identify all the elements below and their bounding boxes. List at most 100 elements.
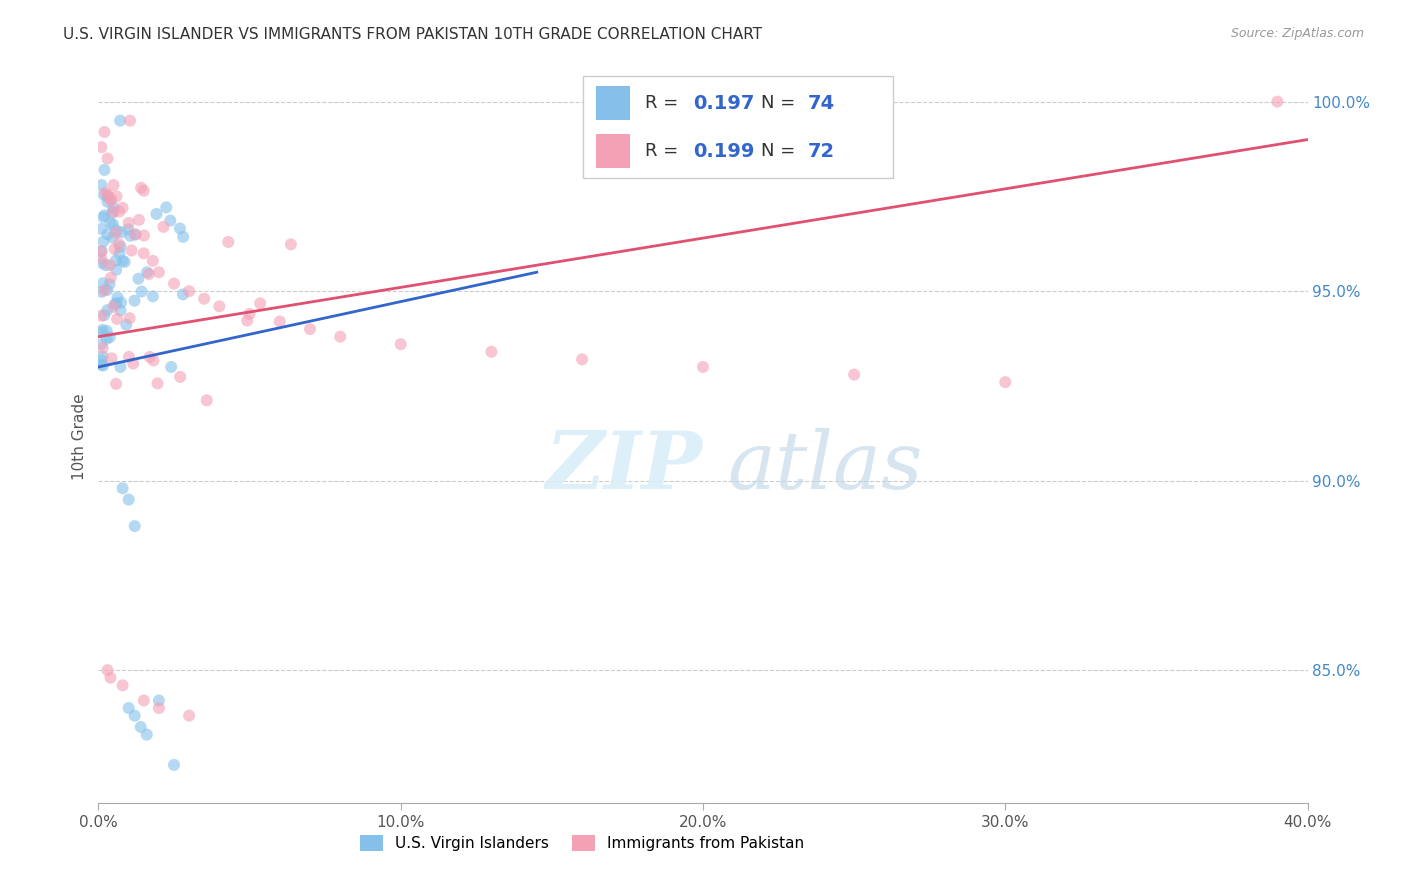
Point <box>96 189 118 203</box>
Point <box>145 207 167 221</box>
Point <box>118 701 141 715</box>
Point <box>148 701 170 715</box>
Point <box>217 235 239 249</box>
Legend: U.S. Virgin Islanders, Immigrants from Pakistan: U.S. Virgin Islanders, Immigrants from P… <box>354 830 810 857</box>
Point <box>96 303 118 318</box>
Point <box>110 225 132 239</box>
Point <box>118 311 141 326</box>
Point <box>152 219 174 234</box>
Point <box>93 125 115 139</box>
Point <box>96 332 118 346</box>
Point <box>105 189 128 203</box>
Point <box>110 303 132 318</box>
Point <box>96 283 118 297</box>
Text: 0.197: 0.197 <box>693 94 755 112</box>
Point <box>136 265 159 279</box>
Point <box>111 678 134 692</box>
Point <box>239 307 262 321</box>
Point <box>93 162 115 177</box>
Point <box>90 309 112 323</box>
FancyBboxPatch shape <box>583 76 893 178</box>
Point <box>132 246 155 260</box>
Point <box>91 277 114 291</box>
Point <box>91 359 114 373</box>
Point <box>93 187 115 202</box>
Point <box>128 213 150 227</box>
Point <box>142 289 165 303</box>
Point <box>91 341 114 355</box>
Text: 0.199: 0.199 <box>693 142 755 161</box>
Point <box>121 244 143 258</box>
Point <box>107 290 129 304</box>
Point <box>142 253 165 268</box>
Text: R =: R = <box>645 94 685 112</box>
Point <box>844 368 866 382</box>
Point <box>108 113 131 128</box>
Point <box>96 194 118 209</box>
Text: U.S. VIRGIN ISLANDER VS IMMIGRANTS FROM PAKISTAN 10TH GRADE CORRELATION CHART: U.S. VIRGIN ISLANDER VS IMMIGRANTS FROM … <box>63 27 762 42</box>
Point <box>148 693 170 707</box>
Point <box>101 218 124 232</box>
Point <box>195 393 218 408</box>
Point <box>132 693 155 707</box>
Point <box>208 299 231 313</box>
Point <box>91 323 114 337</box>
Bar <box>596 87 630 120</box>
Text: R =: R = <box>645 142 685 161</box>
Point <box>169 221 191 235</box>
Point <box>179 708 201 723</box>
Point <box>129 720 152 734</box>
Point <box>96 324 118 338</box>
Point <box>692 359 714 374</box>
Point <box>139 350 162 364</box>
Point <box>100 216 122 230</box>
Point <box>148 265 170 279</box>
Point <box>249 296 271 310</box>
Point <box>93 284 115 298</box>
Point <box>91 350 114 364</box>
Point <box>389 337 412 351</box>
Point <box>329 329 352 343</box>
Point <box>90 252 112 266</box>
Point <box>101 205 124 219</box>
Point <box>172 287 194 301</box>
Point <box>193 292 215 306</box>
Point <box>118 216 141 230</box>
Point <box>115 318 138 332</box>
Point <box>132 228 155 243</box>
Point <box>111 481 134 495</box>
Point <box>108 246 131 260</box>
Point <box>146 376 169 391</box>
Text: N =: N = <box>762 142 801 161</box>
Point <box>108 237 131 252</box>
Point <box>96 227 118 242</box>
Point <box>91 256 114 270</box>
Point <box>100 271 122 285</box>
Point <box>100 194 122 208</box>
Point <box>120 228 142 243</box>
Point <box>132 184 155 198</box>
Point <box>110 295 132 310</box>
Point <box>135 728 157 742</box>
Text: ZIP: ZIP <box>546 427 703 505</box>
Point <box>138 267 160 281</box>
Point <box>93 235 115 249</box>
Point <box>93 308 115 322</box>
Point <box>90 337 112 351</box>
Point <box>104 297 127 311</box>
Point <box>160 359 183 374</box>
Point <box>104 253 127 268</box>
Point <box>105 223 128 237</box>
Point <box>155 201 177 215</box>
Text: 72: 72 <box>808 142 835 161</box>
Text: atlas: atlas <box>727 427 922 505</box>
Point <box>124 293 146 308</box>
Point <box>101 230 124 244</box>
Point <box>481 344 503 359</box>
Point <box>108 204 131 219</box>
Point <box>105 296 128 310</box>
Point <box>105 376 128 391</box>
Point <box>98 330 121 344</box>
Point <box>269 314 291 328</box>
Point <box>97 188 120 202</box>
